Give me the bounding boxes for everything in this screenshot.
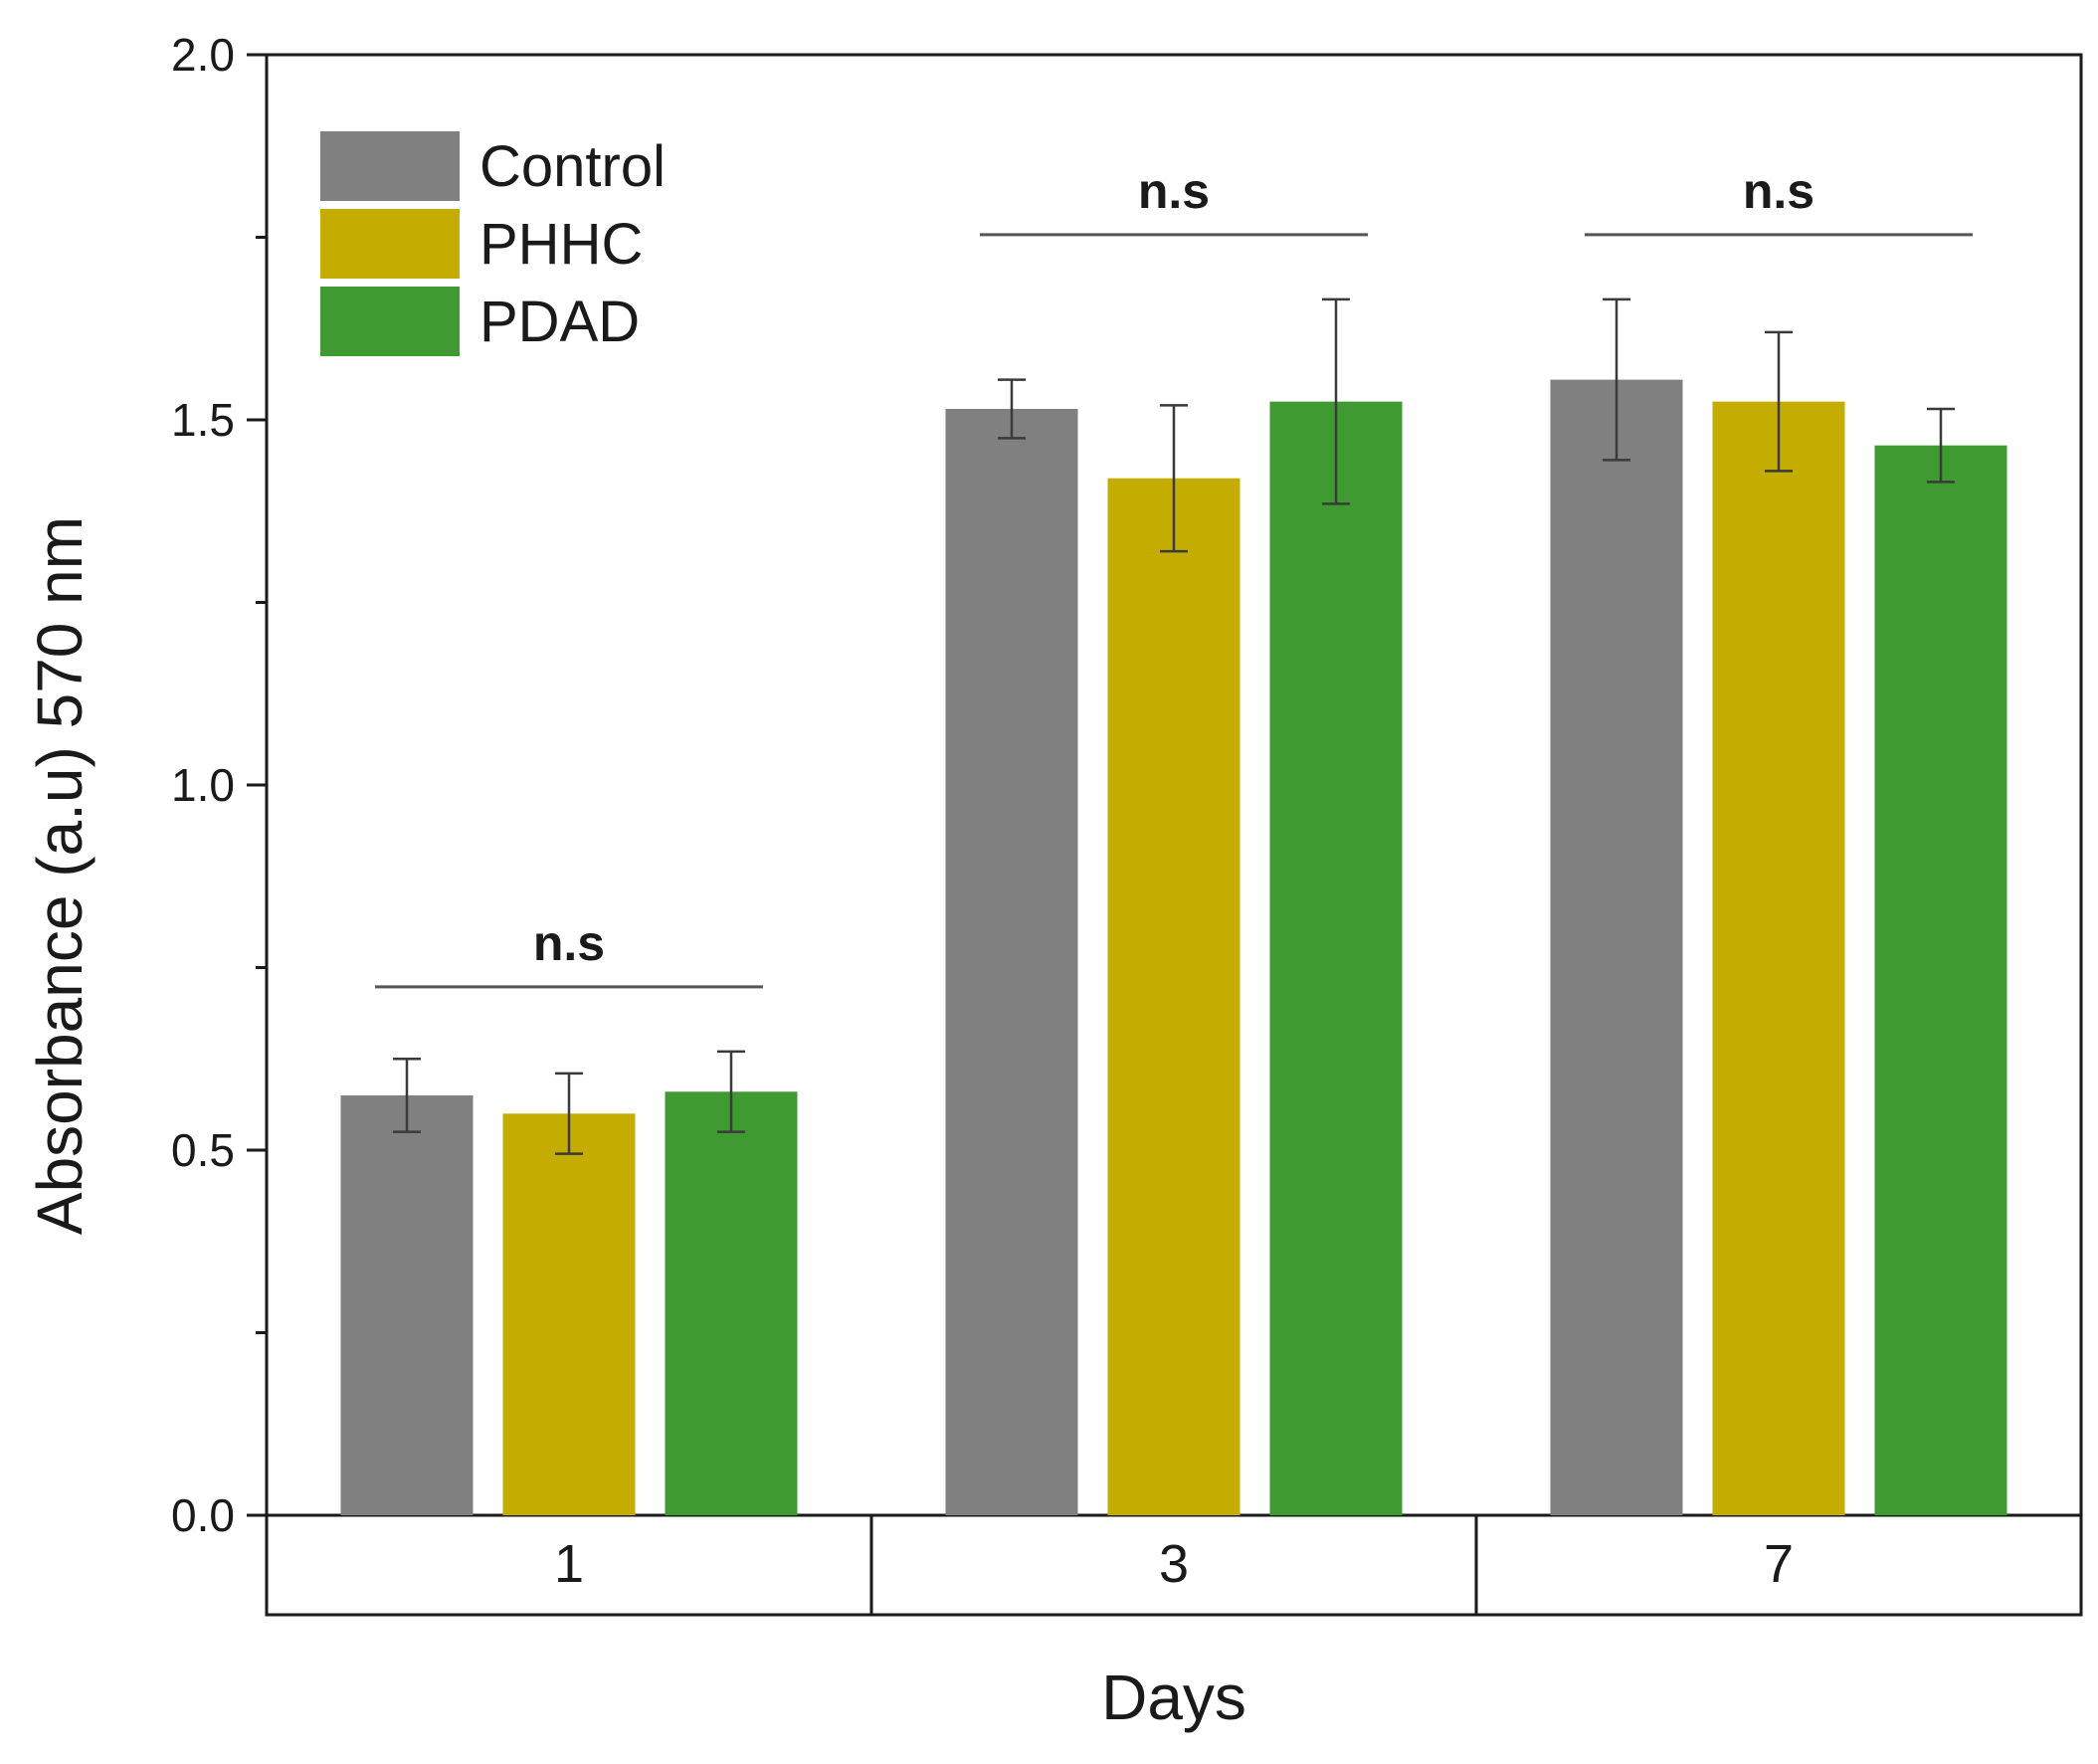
legend-swatch-control — [320, 131, 460, 201]
legend: Control PHHC PDAD — [320, 131, 666, 356]
bar-phhc — [1107, 478, 1240, 1516]
bar-control — [340, 1094, 474, 1515]
x-category-label: 7 — [1764, 1534, 1794, 1594]
y-axis-title: Absorbance (a.u) 570 nm — [24, 516, 95, 1235]
legend-label: PDAD — [479, 290, 640, 354]
x-axis-categories: 1 3 7 — [554, 1534, 1794, 1594]
legend-label: Control — [479, 134, 666, 199]
bar-control — [945, 408, 1078, 1515]
legend-label: PHHC — [479, 212, 643, 277]
y-tick-label: 0.0 — [171, 1489, 235, 1541]
x-category-label: 1 — [554, 1534, 584, 1594]
significance-label: n.s — [533, 915, 605, 971]
bar-pdad — [665, 1091, 798, 1515]
y-tick-label: 0.5 — [171, 1124, 235, 1176]
y-tick-label: 1.5 — [171, 394, 235, 446]
bar-pdad — [1269, 401, 1403, 1515]
bar-pdad — [1874, 445, 2007, 1516]
x-axis-title: Days — [1101, 1662, 1246, 1733]
legend-swatch-pdad — [320, 287, 460, 356]
significance-group: n.s n.s n.s — [375, 163, 1973, 989]
error-bars-group — [393, 297, 1955, 1155]
bar-phhc — [1712, 401, 1845, 1515]
legend-swatch-phhc — [320, 209, 460, 279]
significance-label: n.s — [1138, 163, 1210, 219]
y-tick-label: 1.0 — [171, 759, 235, 811]
x-category-label: 3 — [1159, 1534, 1189, 1594]
significance-label: n.s — [1743, 163, 1814, 219]
y-axis-ticks: 0.0 0.5 1.0 1.5 2.0 — [171, 29, 267, 1541]
bar-control — [1550, 379, 1683, 1515]
y-tick-label: 2.0 — [171, 29, 235, 81]
bar-phhc — [502, 1113, 636, 1515]
bars-group — [340, 379, 2007, 1516]
